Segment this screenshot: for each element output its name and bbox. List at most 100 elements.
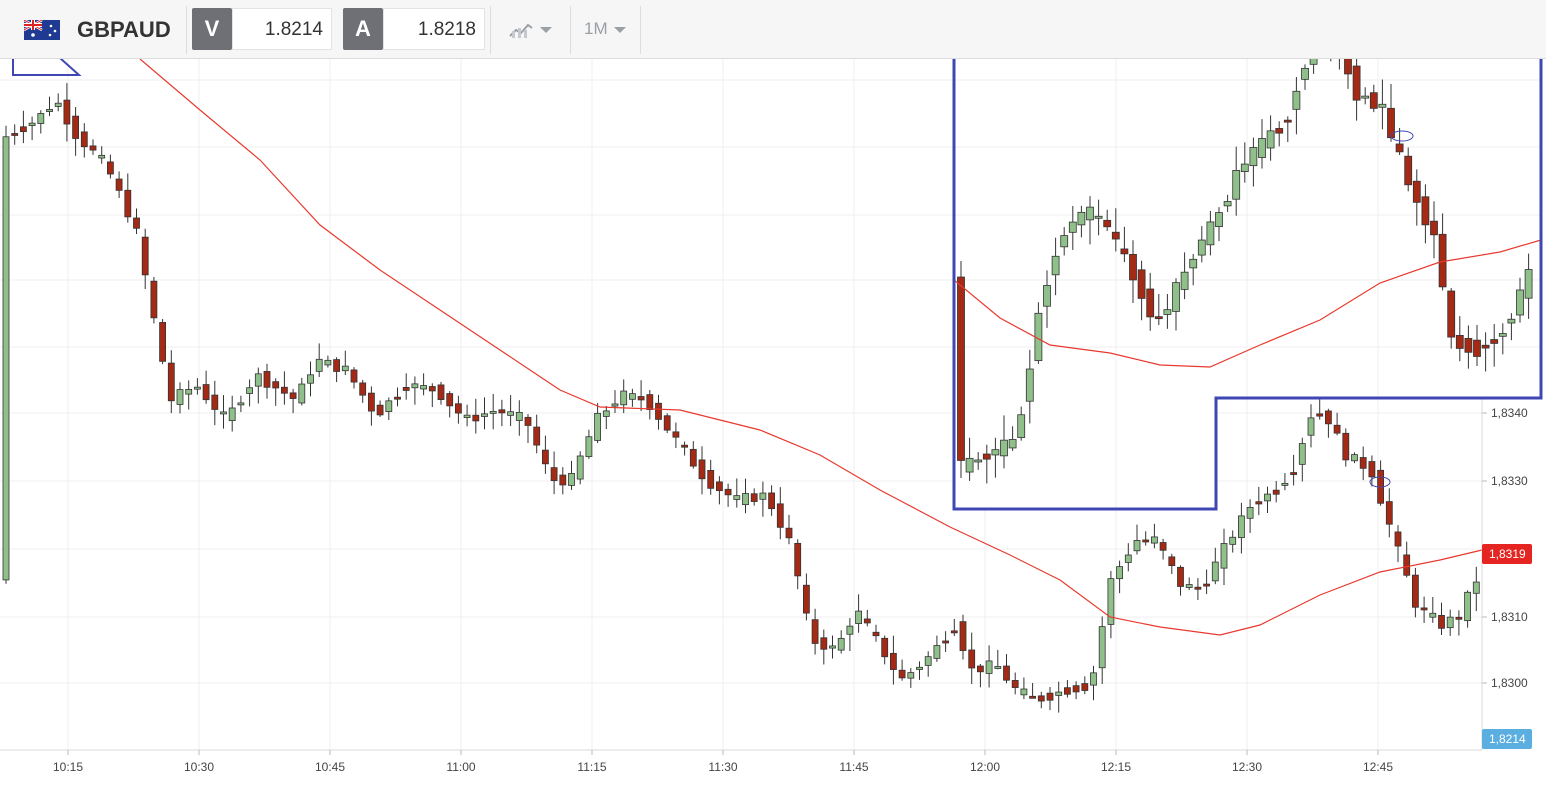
candle-body [1194,586,1202,590]
candle-body [829,645,836,649]
candle-body [115,178,123,191]
candle-body [472,414,480,422]
candle-body [698,459,706,480]
candle-body [1307,417,1315,436]
inset-candle-body [991,449,1000,456]
candle-body [1325,410,1332,425]
candle-body [463,414,471,418]
candle-body [959,621,967,651]
price-tick-label: 1,8310 [1491,610,1528,624]
candle-body [872,631,880,637]
chevron-down-icon [613,26,626,33]
timeframe-dropdown[interactable]: 1M [584,8,626,50]
candle-body [1429,612,1437,618]
candle-body [1037,695,1045,702]
candle-body [1420,607,1428,611]
price-chart[interactable]: 1,8340 1,8330 1,8310 1,8300 10:15 10:30 10:45… [0,59,1546,785]
candle-body [724,488,732,496]
candle-body [846,625,854,635]
inset-candle-body [1068,221,1077,233]
candle-body [1464,591,1471,622]
candle-body [289,392,297,399]
candle-body [1472,581,1480,594]
toolbar-divider [186,6,187,54]
candle-body [1264,493,1271,502]
inset-candle-body [1447,290,1456,338]
bid-price-label: 1,8214 [1489,732,1526,746]
inset-candle-body [1240,163,1249,172]
candle-body [333,359,341,372]
inset-candle-body [1206,221,1215,246]
inset-candle-body [1017,414,1026,438]
buy-price[interactable]: 1.8218 [383,8,485,50]
candle-body [1342,432,1350,461]
candle-body [1455,616,1463,620]
candle-body [1081,683,1089,691]
candle-body [454,403,462,414]
candle-body [1029,695,1036,699]
candle-body [159,322,167,362]
candle-body [54,102,62,107]
corner-annotation-triangle [12,59,82,76]
inset-candle-body [1395,143,1404,153]
candle-body [837,637,845,651]
inset-candle-body [1524,269,1533,299]
candle-body [446,393,454,407]
time-tick-label: 10:30 [184,760,214,774]
inset-candle-body [1232,169,1241,200]
zoom-inset-border [952,59,1543,511]
candle-body [1185,584,1193,588]
candle-body [602,410,610,417]
candle-body [620,390,628,406]
candle-body [1133,540,1141,552]
candle-body [942,640,949,644]
candle-body [1098,626,1106,669]
chart-type-dropdown[interactable] [508,8,552,50]
candle-body [89,145,97,151]
candle-body [1011,680,1019,688]
candle-body [28,122,36,127]
candle-body [1177,566,1184,587]
inset-candle-body [1103,219,1112,228]
candle-body [968,649,976,669]
candle-body [794,542,802,577]
inset-candle-body [1490,339,1499,344]
candle-body [1124,554,1132,563]
candle-body [1003,665,1010,681]
candle-body [559,474,567,486]
time-tick-label: 10:15 [53,760,83,774]
candle-body [611,403,619,407]
inset-candle-body [1180,271,1189,290]
buy-button[interactable]: A [343,8,383,50]
candle-body [280,386,288,394]
candle-body [141,236,149,276]
candle-body [977,665,984,673]
candle-body [315,358,323,372]
time-tick-label: 12:15 [1101,760,1131,774]
inset-candle-body [982,453,991,460]
candle-body [768,492,775,510]
inset-candle-body [1077,211,1086,226]
time-tick-label: 10:45 [315,760,345,774]
inset-candle-body [1498,333,1507,337]
candles [2,83,1480,713]
inset-candle-body [1361,95,1370,99]
candle-body [550,467,558,482]
candle-body [98,154,106,159]
candle-body [394,396,401,400]
chart-type-icon [509,23,533,38]
inset-candle-body [1266,130,1275,149]
candle-body [1281,482,1289,486]
inset-candle-body [1129,253,1137,281]
inset-candle-body [1043,285,1051,307]
symbol-selector[interactable]: GBPAUD [0,0,185,59]
candle-body [1333,424,1341,434]
sell-button[interactable]: V [192,8,232,50]
candle-body [1116,566,1123,580]
sell-price[interactable]: 1.8214 [232,8,332,50]
candle-body [785,527,793,539]
candle-body [481,413,488,417]
candle-body [916,666,923,670]
candle-body [933,645,941,659]
candle-body [1255,501,1263,505]
